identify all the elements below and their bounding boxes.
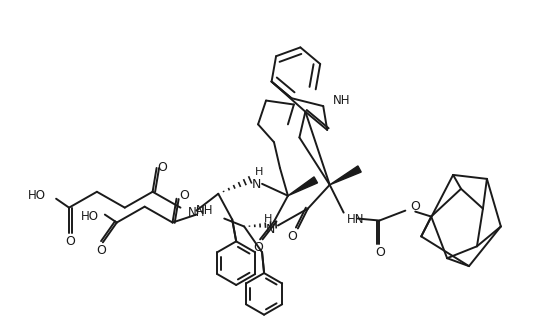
Text: NH: NH (196, 204, 213, 217)
Text: O: O (253, 241, 263, 254)
Text: HO: HO (28, 189, 46, 202)
Text: NH: NH (333, 94, 351, 107)
Text: H: H (255, 167, 264, 177)
Text: N: N (266, 223, 275, 236)
Polygon shape (330, 166, 361, 185)
Text: H: H (264, 214, 272, 224)
Text: O: O (96, 244, 106, 257)
Text: HN: HN (347, 213, 364, 226)
Text: O: O (65, 235, 75, 248)
Text: O: O (287, 230, 297, 243)
Text: N: N (252, 178, 261, 191)
Text: O: O (410, 200, 420, 213)
Text: HO: HO (81, 210, 99, 223)
Text: NH: NH (187, 206, 205, 219)
Text: O: O (180, 189, 190, 202)
Text: O: O (375, 246, 385, 259)
Polygon shape (288, 177, 317, 196)
Text: O: O (158, 161, 168, 175)
